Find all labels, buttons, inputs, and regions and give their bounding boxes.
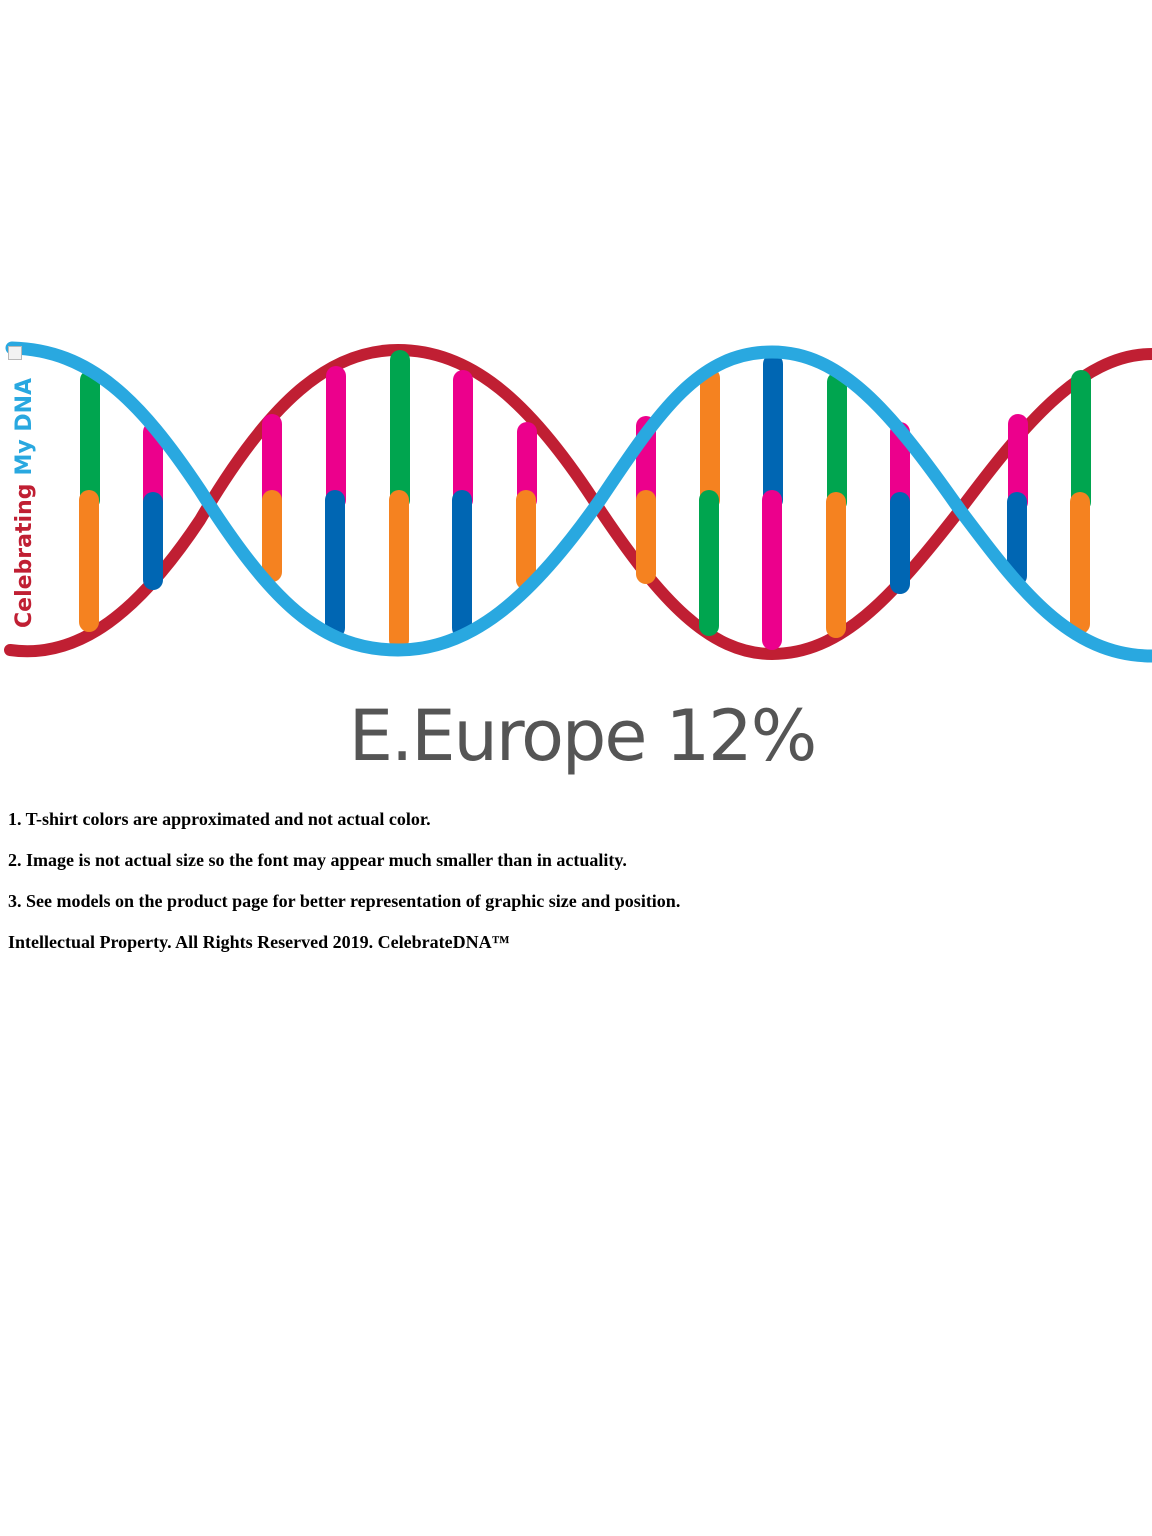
note-1: 1. T-shirt colors are approximated and n… [8, 809, 431, 829]
note-3: 3. See models on the product page for be… [8, 891, 681, 911]
copyright-footer: Intellectual Property. All Rights Reserv… [8, 932, 510, 952]
dna-strand-red [4, 343, 1152, 661]
dna-strand-blue [5, 341, 1152, 663]
dna-graphic: CelebratingMy DNA E.Europe 12% [0, 340, 1152, 800]
notes-section: 1. T-shirt colors are approximated and n… [8, 808, 1108, 972]
brand-vertical-text: CelebratingMy DNA [12, 378, 37, 628]
dna-helix-illustration: CelebratingMy DNA E.Europe 12% [4, 341, 1152, 777]
headline-text: E.Europe 12% [349, 695, 815, 777]
broken-image-icon [8, 346, 22, 360]
dna-rungs [79, 350, 1091, 650]
note-2: 2. Image is not actual size so the font … [8, 850, 627, 870]
